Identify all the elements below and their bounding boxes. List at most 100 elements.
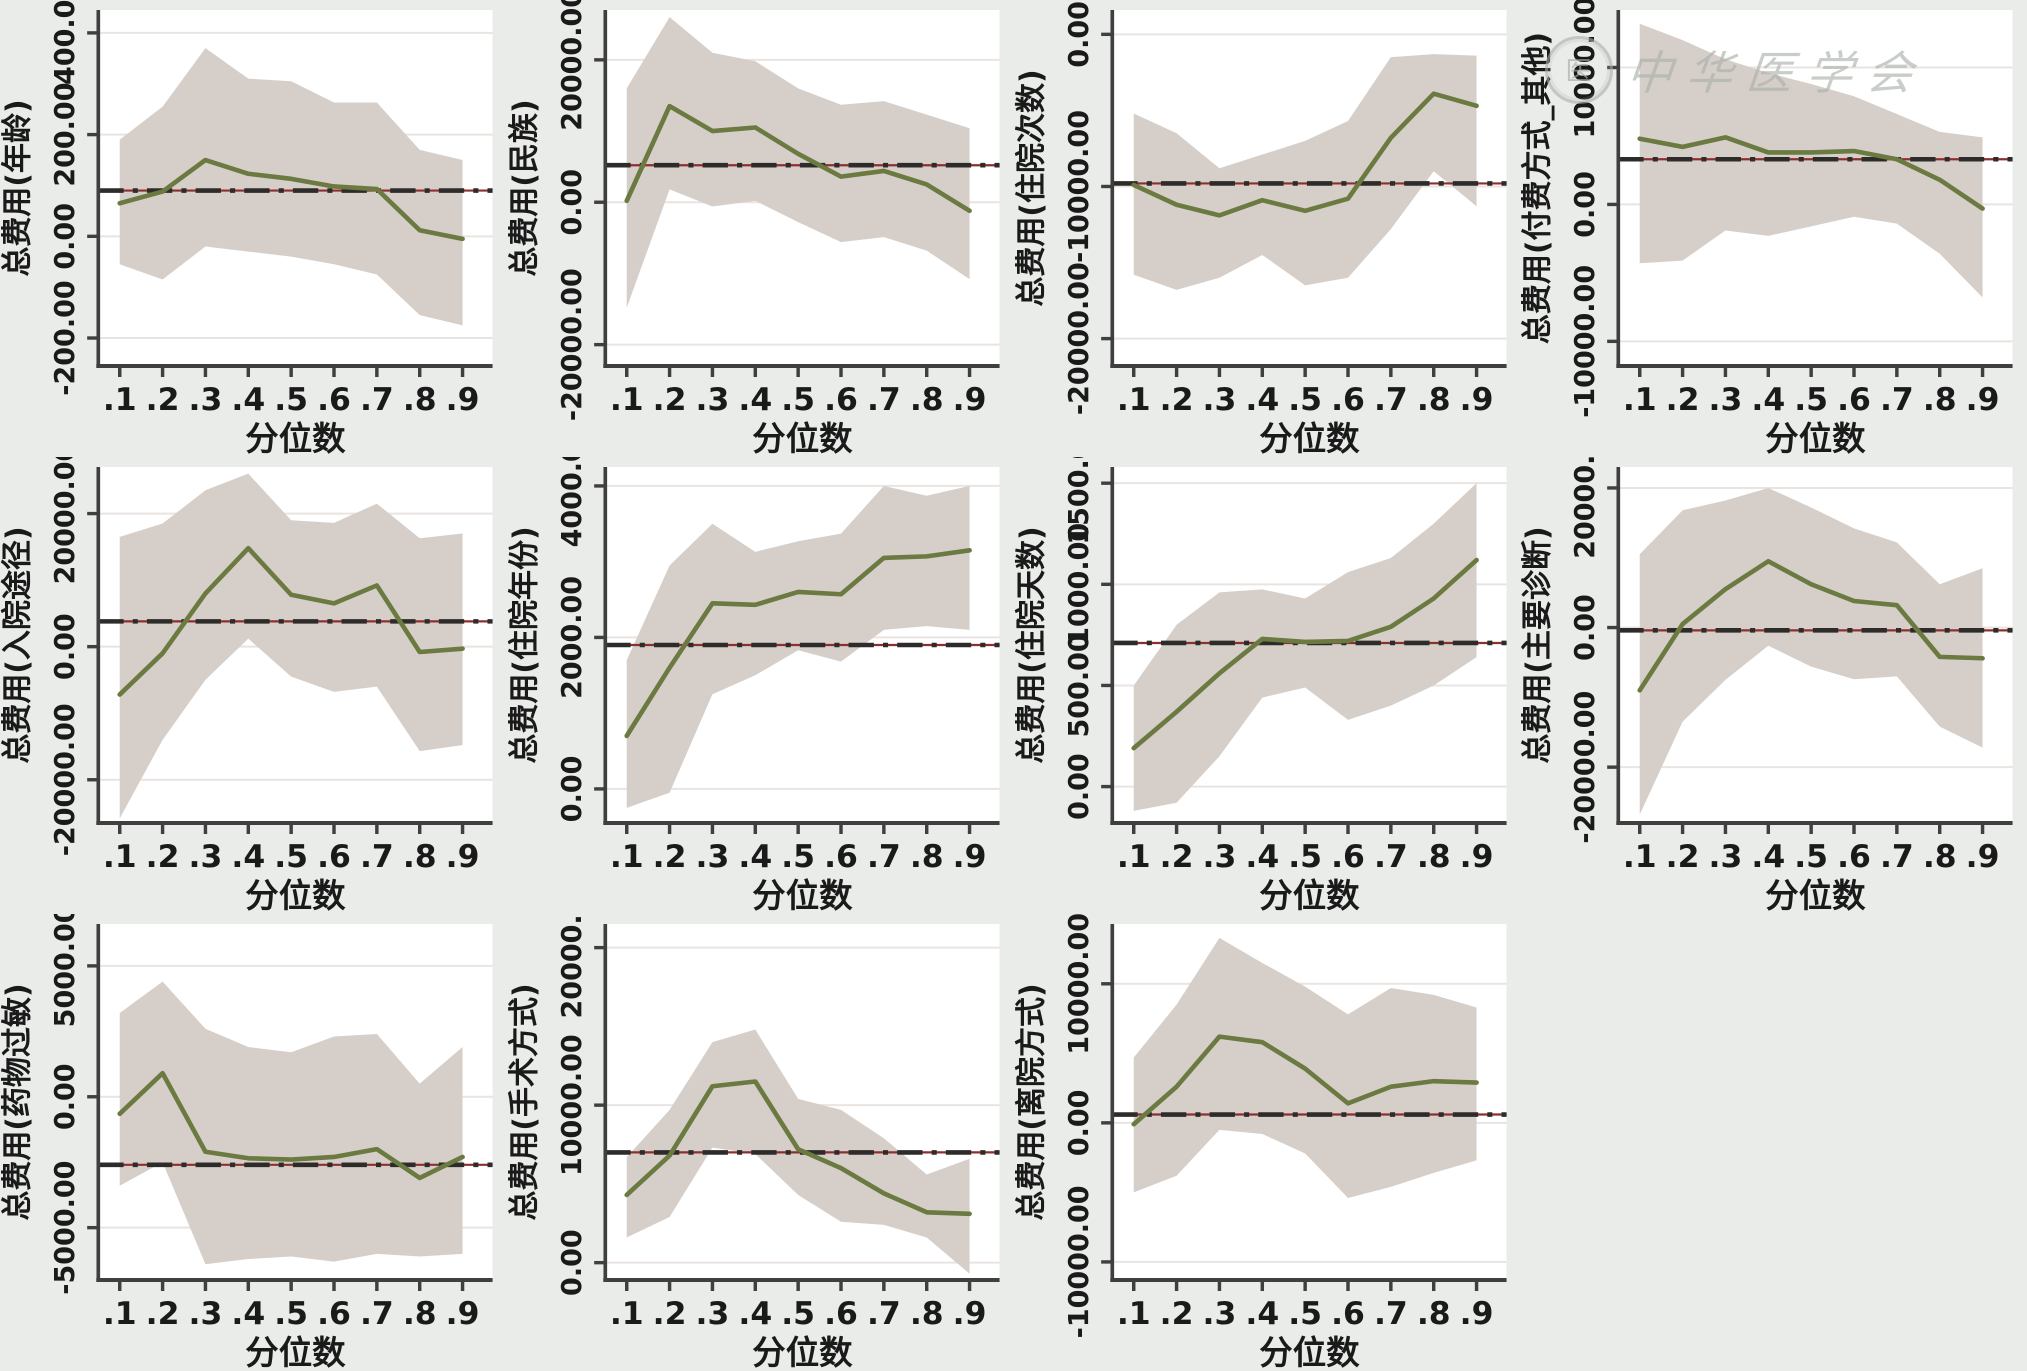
y-tick-label: 10000.00 <box>1063 914 1094 1055</box>
y-tick-label: -5000.00 <box>50 1161 81 1295</box>
x-tick-label: .9 <box>446 1296 480 1332</box>
coefficient-line <box>624 103 972 214</box>
panel-plot: 0.00 -10000.00-20000.00 .1.2.3.4.5.6.7.8.9… <box>1014 1 1507 457</box>
y-tick-label: -200.00 <box>50 280 81 395</box>
y-tick-label: -10000.00 <box>1063 110 1094 263</box>
x-tick-label: .3 <box>695 839 729 875</box>
x-tick-label: .4 <box>1752 382 1786 418</box>
x-tick-label: .3 <box>1709 382 1743 418</box>
x-tick-label: .3 <box>695 1296 729 1332</box>
y-tick-label: 10000.00 <box>1570 0 1601 138</box>
x-tick-label: .7 <box>1373 382 1407 418</box>
coefficient-line <box>117 1070 465 1181</box>
panel-plot: 20000.00 0.00 -20000.00 .1.2.3.4.5.6.7.8.9 分… <box>507 0 1000 457</box>
y-tick-label: 10000.00 <box>557 1034 588 1176</box>
y-tick-label: -10000.00 <box>1570 265 1601 418</box>
x-tick-label: .6 <box>317 382 351 418</box>
y-tick-label: 1500.00 <box>1063 457 1094 545</box>
x-tick-label: .1 <box>1116 1296 1150 1332</box>
coefficient-line <box>1130 91 1479 218</box>
y-tick-label: 0.00 <box>1570 171 1601 238</box>
panel-6: 4000.00 2000.00 0.00 .1.2.3.4.5.6.7.8.9 分位数 总… <box>507 457 1014 914</box>
y-tick-label: 20000.00 <box>557 914 588 1018</box>
y-tick-label: 0.00 <box>1570 594 1601 661</box>
panel-plot: 5000.00 0.00 -5000.00 .1.2.3.4.5.6.7.8.9 分位数… <box>0 914 493 1371</box>
y-tick-label: -10000.00 <box>1063 1185 1094 1338</box>
x-tick-label: .1 <box>610 839 644 875</box>
x-tick-label: .9 <box>952 839 986 875</box>
y-tick-label: 20000.00 <box>50 457 81 584</box>
x-tick-label: .6 <box>824 839 858 875</box>
ci-band <box>119 48 463 326</box>
x-tick-label: .4 <box>231 382 265 418</box>
x-tick-label: .2 <box>146 1296 180 1332</box>
panel-plot: 20000.00 0.00 -20000.00 .1.2.3.4.5.6.7.8.9 分… <box>0 457 493 914</box>
x-tick-label: .3 <box>1709 839 1743 875</box>
panel-5: 20000.00 0.00 -20000.00 .1.2.3.4.5.6.7.8.9 分… <box>0 457 507 914</box>
x-tick-label: .8 <box>910 1296 944 1332</box>
x-tick-label: .6 <box>1837 839 1871 875</box>
y-tick-label: 0.00 <box>50 203 81 270</box>
coefficient-line <box>1637 135 1986 211</box>
x-tick-label: .8 <box>1416 839 1450 875</box>
x-tick-label: .2 <box>652 382 686 418</box>
x-tick-label: .7 <box>1373 839 1407 875</box>
x-tick-label: .5 <box>274 839 308 875</box>
x-tick-label: .1 <box>103 382 137 418</box>
panel-plot: 10000.00 0.00 -10000.00 .1.2.3.4.5.6.7.8.9 分… <box>1014 914 1507 1371</box>
x-tick-label: .6 <box>317 839 351 875</box>
y-tick-label: -20000.00 <box>557 268 588 421</box>
x-tick-label: .2 <box>652 839 686 875</box>
y-axis-label: 总费用(年龄) <box>0 99 35 276</box>
x-tick-label: .9 <box>1459 382 1493 418</box>
x-tick-label: .1 <box>1623 839 1657 875</box>
x-tick-label: .2 <box>652 1296 686 1332</box>
y-axis-label: 总费用(药物过敏) <box>0 983 35 1220</box>
x-tick-label: .7 <box>1880 839 1914 875</box>
x-tick-label: .4 <box>1245 1296 1279 1332</box>
x-tick-label: .8 <box>910 382 944 418</box>
x-tick-label: .7 <box>1373 1296 1407 1332</box>
panel-plot: 20000.00 10000.00 0.00 .1.2.3.4.5.6.7.8.9 分位… <box>507 914 1000 1371</box>
y-axis-label: 总费用(主要诊断) <box>1520 526 1555 763</box>
ci-band <box>1639 23 1983 298</box>
y-tick-label: 200.00 <box>50 83 81 187</box>
x-tick-label: .5 <box>781 839 815 875</box>
y-axis-label: 总费用(付费方式_其他) <box>1520 32 1555 344</box>
x-tick-label: .1 <box>103 839 137 875</box>
panel-1: 400.00 200.00 0.00 -200.00 .1.2.3.4.5.6.7.8.… <box>0 0 507 457</box>
y-axis-label: 总费用(入院途径) <box>0 526 35 763</box>
x-axis-label: 分位数 <box>1766 876 1867 914</box>
x-tick-label: .9 <box>1459 839 1493 875</box>
x-tick-label: .8 <box>910 839 944 875</box>
x-tick-label: .9 <box>446 382 480 418</box>
x-tick-label: .9 <box>1966 839 2000 875</box>
x-tick-label: .1 <box>1623 382 1657 418</box>
ci-band <box>626 485 970 808</box>
x-axis-label: 分位数 <box>245 419 346 457</box>
x-tick-label: .4 <box>1752 839 1786 875</box>
x-tick-label: .3 <box>189 839 223 875</box>
y-tick-label: 500.00 <box>1063 633 1094 737</box>
x-tick-label: .2 <box>146 382 180 418</box>
x-tick-label: .3 <box>695 382 729 418</box>
x-tick-label: .3 <box>1202 839 1236 875</box>
y-axis-label: 总费用(住院年份) <box>507 526 542 763</box>
y-tick-label: 20000.00 <box>557 0 588 131</box>
panel-plot: 10000.00 0.00 -10000.00 .1.2.3.4.5.6.7.8.9 分… <box>1520 0 2013 457</box>
x-tick-label: .6 <box>1837 382 1871 418</box>
x-axis-label: 分位数 <box>752 1333 853 1371</box>
y-tick-label: 4000.00 <box>557 457 588 547</box>
x-tick-label: .4 <box>1245 382 1279 418</box>
y-tick-label: 2000.00 <box>557 576 588 699</box>
panel-11: 10000.00 0.00 -10000.00 .1.2.3.4.5.6.7.8.9 分… <box>1014 914 1521 1371</box>
x-tick-label: .5 <box>274 1296 308 1332</box>
y-axis-label: 总费用(离院方式) <box>1014 983 1049 1220</box>
y-axis-label: 总费用(住院次数) <box>1014 69 1049 306</box>
y-axis-label: 总费用(民族) <box>507 99 542 276</box>
x-tick-label: .2 <box>146 839 180 875</box>
x-tick-label: .7 <box>360 1296 394 1332</box>
y-tick-label: 400.00 <box>50 0 81 85</box>
coefficient-line <box>117 157 465 242</box>
